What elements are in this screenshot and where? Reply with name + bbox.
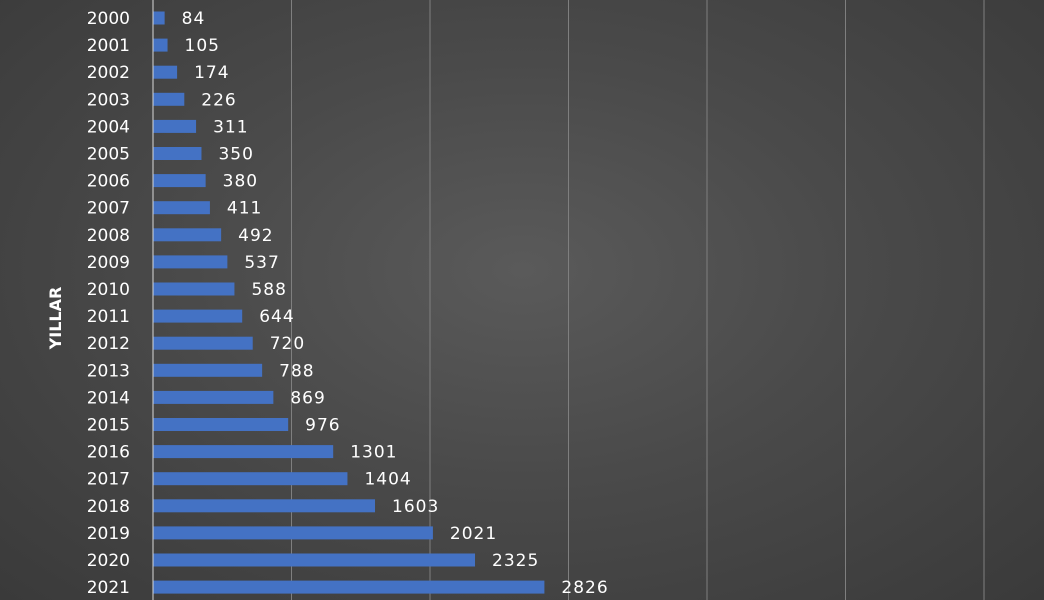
bar-2014 <box>153 390 274 404</box>
category-label-2013: 2013 <box>87 361 130 381</box>
bar-2021 <box>153 580 545 594</box>
bar-2015 <box>153 418 289 431</box>
data-label-2014: 869 <box>290 388 325 408</box>
category-label-2002: 2002 <box>87 63 130 83</box>
data-label-2003: 226 <box>201 90 236 110</box>
data-label-2007: 411 <box>227 199 262 219</box>
bar-2012 <box>153 336 253 350</box>
bar-2005 <box>153 147 202 160</box>
category-label-2009: 2009 <box>87 253 130 273</box>
bar-2013 <box>153 363 263 377</box>
bar-2007 <box>153 201 210 215</box>
category-label-2005: 2005 <box>87 145 130 165</box>
category-label-2010: 2010 <box>87 280 130 300</box>
bar-2010 <box>153 282 235 296</box>
data-label-2002: 174 <box>194 63 229 83</box>
bar-2018 <box>153 499 376 513</box>
bar-2002 <box>153 65 178 79</box>
data-label-2013: 788 <box>279 361 314 381</box>
category-tick-labels: 2000 2001 2002 2003 2004 2005 2006 2007 2008 2009… <box>87 9 130 598</box>
data-labels: 84 105 174 226 311 350 380 411 492 537 588 644 720 78… <box>182 9 608 598</box>
category-label-2007: 2007 <box>87 199 130 219</box>
data-label-2016: 1301 <box>350 443 397 463</box>
bar-2008 <box>153 228 222 242</box>
category-label-2021: 2021 <box>87 578 130 598</box>
category-label-2019: 2019 <box>87 524 130 544</box>
category-label-2006: 2006 <box>87 172 130 192</box>
data-label-2000: 84 <box>182 9 206 29</box>
data-label-2008: 492 <box>238 226 273 246</box>
bar-2006 <box>153 174 206 188</box>
bar-2016 <box>153 445 334 459</box>
data-label-2015: 976 <box>305 416 340 436</box>
bar-2000 <box>153 11 165 25</box>
category-label-2015: 2015 <box>87 416 130 436</box>
y-axis-title: YILLAR <box>46 287 65 351</box>
bar-2004 <box>153 119 197 133</box>
bar-2017 <box>153 472 348 486</box>
data-label-2006: 380 <box>223 172 258 192</box>
data-label-2021: 2826 <box>561 578 608 598</box>
data-label-2009: 537 <box>244 253 279 273</box>
bar-2020 <box>153 553 476 567</box>
category-label-2004: 2004 <box>87 117 130 137</box>
category-label-2016: 2016 <box>87 443 130 463</box>
bar-2001 <box>153 38 168 52</box>
bar-2019 <box>153 526 433 540</box>
data-label-2012: 720 <box>270 334 305 354</box>
category-label-2018: 2018 <box>87 497 130 517</box>
data-label-2004: 311 <box>213 117 248 137</box>
category-label-2003: 2003 <box>87 90 130 110</box>
category-label-2008: 2008 <box>87 226 130 246</box>
bars <box>153 11 545 594</box>
category-label-2000: 2000 <box>87 9 130 29</box>
category-label-2011: 2011 <box>87 307 130 327</box>
data-label-2019: 2021 <box>450 524 497 544</box>
data-label-2020: 2325 <box>492 551 539 571</box>
category-label-2014: 2014 <box>87 388 130 408</box>
category-label-2001: 2001 <box>87 36 130 56</box>
bar-2009 <box>153 255 228 269</box>
category-label-2020: 2020 <box>87 551 130 571</box>
data-label-2018: 1603 <box>392 497 439 517</box>
data-label-2005: 350 <box>218 145 253 165</box>
bar-2003 <box>153 92 185 106</box>
data-label-2011: 644 <box>259 307 294 327</box>
bar-2011 <box>153 309 243 323</box>
data-label-2017: 1404 <box>364 470 411 490</box>
data-label-2001: 105 <box>185 36 220 56</box>
category-label-2017: 2017 <box>87 470 130 490</box>
data-label-2010: 588 <box>251 280 286 300</box>
category-label-2012: 2012 <box>87 334 130 354</box>
